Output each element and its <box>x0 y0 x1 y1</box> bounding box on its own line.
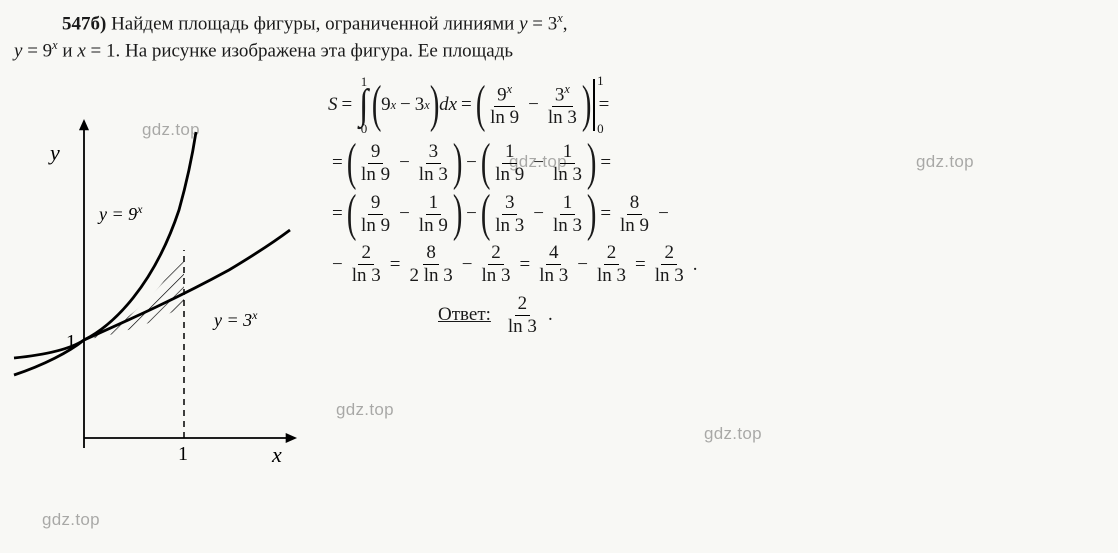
answer-label: Ответ: <box>438 304 491 326</box>
eq2-lhs: y <box>14 40 22 61</box>
y-tick-1: 1 <box>66 331 76 353</box>
content-row: 1 1 y x y = 9x y = 3x S = 1 ∫ 0 ( 9x − <box>14 70 1104 486</box>
eq1-rhs-base: 3 <box>548 13 558 34</box>
math-line-4: − 2ln 3 = 82 ln 3 − 2ln 3 = 4ln 3 − 2ln … <box>328 242 1104 287</box>
graph-figure: 1 1 y x y = 9x y = 3x <box>14 100 314 486</box>
problem-text-4: . На рисунке изображена эта фигура. Ее п… <box>115 40 513 61</box>
math-line-1: S = 1 ∫ 0 ( 9x − 3x ) dx = ( 9x ln 9 <box>328 76 1104 135</box>
eval-bar: 1 0 <box>593 79 595 131</box>
math-column: S = 1 ∫ 0 ( 9x − 3x ) dx = ( 9x ln 9 <box>322 70 1104 338</box>
problem-number: 547б) <box>62 13 106 34</box>
math-line-3: = ( 9ln 9 − 1ln 9 ) − ( 3ln 3 − 1ln 3 ) … <box>328 192 1104 237</box>
eq3-lhs: x <box>77 40 85 61</box>
comma: , <box>563 13 568 34</box>
watermark: gdz.top <box>42 510 100 530</box>
x-axis-label: x <box>271 442 282 467</box>
x-tick-1: 1 <box>178 443 188 465</box>
graph-svg: 1 1 y x y = 9x y = 3x <box>14 100 314 480</box>
y-axis-label: y <box>48 140 60 165</box>
math-line-2: = ( 9ln 9 − 3ln 3 ) − ( 1ln 9 − 1ln 3 ) … <box>328 141 1104 186</box>
S-symbol: S <box>328 94 338 116</box>
curve-9x <box>14 132 196 358</box>
problem-paragraph: 547б) Найдем площадь фигуры, ограниченно… <box>14 10 1104 64</box>
eq2-rhs-exp: x <box>52 38 57 52</box>
integral: 1 ∫ 0 <box>358 76 370 135</box>
problem-text-3: и <box>62 40 77 61</box>
curve2-label: y = 3x <box>212 308 258 330</box>
answer-fraction: 2 ln 3 <box>505 293 540 338</box>
page-content: 547б) Найдем площадь фигуры, ограниченно… <box>14 10 1104 486</box>
answer-line: Ответ: 2 ln 3 . <box>438 293 1104 338</box>
problem-text-1: Найдем площадь фигуры, ограниченной лини… <box>111 13 519 34</box>
eq2-rhs-base: 9 <box>43 40 53 61</box>
curve1-label: y = 9x <box>97 202 143 224</box>
eq1-lhs: y <box>519 13 527 34</box>
